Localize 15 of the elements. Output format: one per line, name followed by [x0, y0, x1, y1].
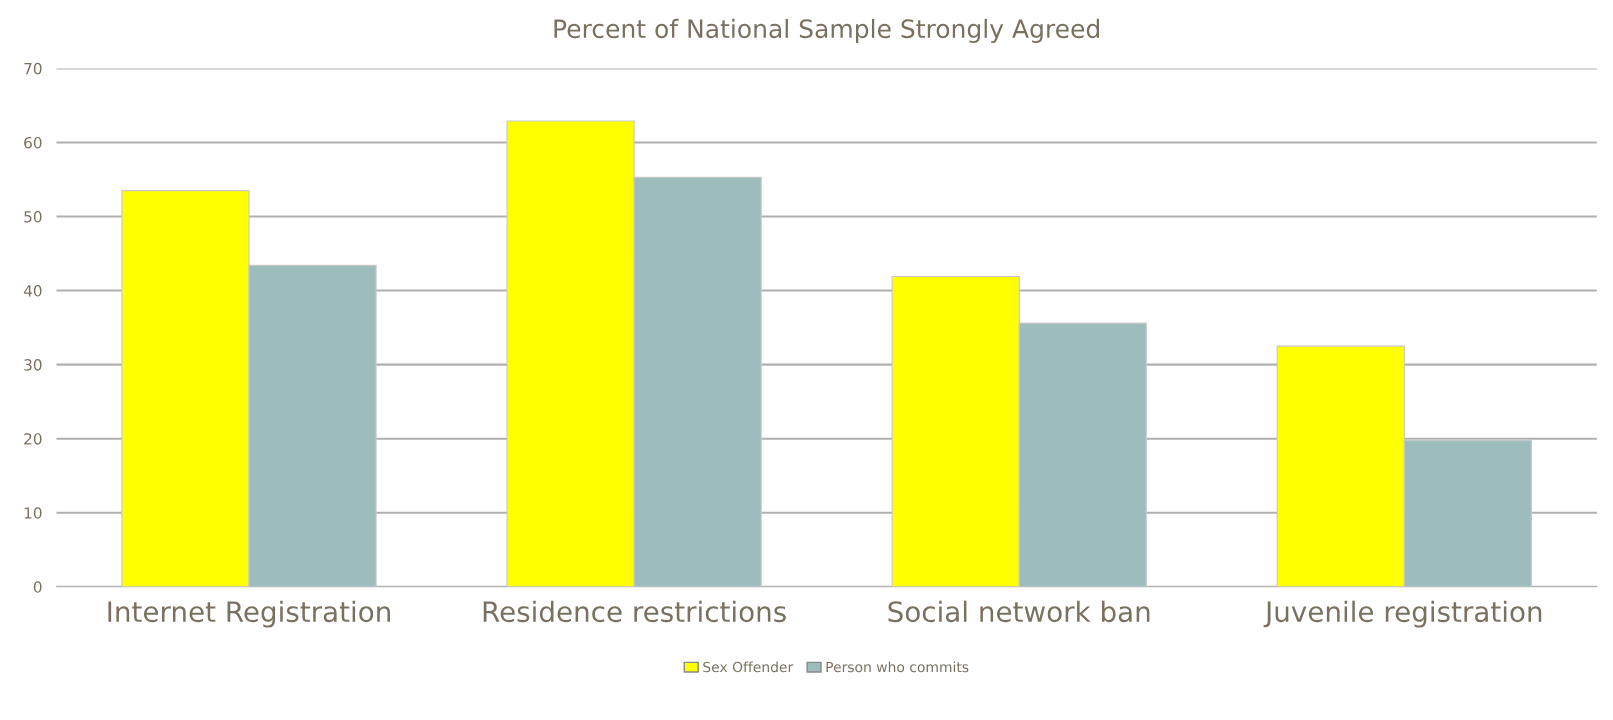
y-tick-label: 10: [24, 507, 42, 519]
legend-label: Sex Offender: [703, 661, 794, 673]
y-tick-label: 20: [24, 433, 42, 445]
y-tick-label: 60: [24, 136, 42, 149]
y-tick-label: 50: [24, 210, 42, 223]
x-tick-label: Internet Registration: [108, 600, 390, 628]
y-tick-label: 30: [24, 359, 42, 371]
y-tick-label: 0: [33, 581, 42, 593]
y-tick-label: 70: [24, 62, 42, 75]
x-tick-label: Juvenile registration: [1263, 600, 1542, 628]
x-tick-label: Residence restrictions: [483, 600, 786, 623]
x-tick-label: Social network ban: [888, 600, 1150, 623]
legend-label: Person who commits: [826, 661, 969, 673]
chart-title: Percent of National Sample Strongly Agreed: [554, 18, 1100, 44]
y-tick-label: 40: [23, 285, 42, 297]
